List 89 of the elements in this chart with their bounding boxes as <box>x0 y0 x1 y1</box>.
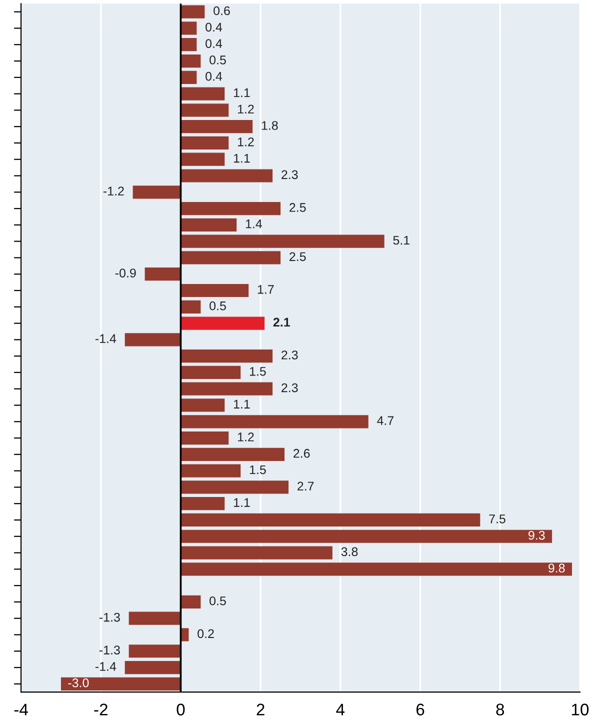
data-label: 0.4 <box>206 22 222 32</box>
bar <box>180 152 225 166</box>
data-label: 2.6 <box>294 448 310 458</box>
data-label: 1.1 <box>234 498 250 507</box>
bar <box>180 316 265 330</box>
data-label: 9.8 <box>548 564 565 573</box>
bar <box>180 480 289 494</box>
bar <box>180 398 225 412</box>
bar <box>180 464 241 478</box>
data-label: 1.2 <box>238 432 254 442</box>
data-label: 1.5 <box>250 465 266 474</box>
data-label: -1.3 <box>99 646 120 654</box>
data-label: 3.8 <box>341 547 358 556</box>
x-tick-label: 10 <box>572 704 589 716</box>
bar <box>180 38 197 52</box>
bar <box>180 530 552 543</box>
bar <box>180 382 273 396</box>
bar <box>180 497 225 510</box>
data-label: 4.7 <box>377 416 394 425</box>
bar <box>180 595 201 609</box>
bar <box>128 644 181 658</box>
data-label: -0.9 <box>115 268 136 278</box>
data-label: -1.3 <box>99 612 120 622</box>
bar <box>180 251 281 264</box>
bar <box>180 120 253 134</box>
data-label: 2.5 <box>290 203 306 212</box>
bar <box>180 54 201 68</box>
bar <box>180 415 368 428</box>
bar <box>180 22 197 35</box>
data-label: 0.5 <box>210 596 226 606</box>
data-label: 1.1 <box>234 400 250 408</box>
x-tick-label: 8 <box>496 704 504 716</box>
data-label: 1.1 <box>234 88 250 98</box>
bar <box>180 70 197 84</box>
x-tick-label: 2 <box>256 704 264 716</box>
data-label: -3.0 <box>68 678 89 688</box>
data-label: 1.7 <box>258 285 274 294</box>
bar <box>60 677 181 690</box>
data-label: -1.2 <box>103 186 124 196</box>
bar <box>180 448 285 461</box>
x-tick-label: -2 <box>94 704 108 716</box>
bar <box>124 333 181 346</box>
bar <box>132 186 181 199</box>
data-label: 0.2 <box>198 629 214 638</box>
data-label: 9.3 <box>528 530 545 540</box>
data-label: 2.1 <box>273 318 290 327</box>
bar <box>180 513 480 527</box>
x-tick-label: 0 <box>176 704 185 716</box>
x-tick-label: -4 <box>14 704 28 716</box>
data-label: 0.4 <box>206 72 222 81</box>
data-label: -1.4 <box>95 662 116 671</box>
bar <box>180 136 229 150</box>
bar <box>180 350 273 363</box>
data-label: 2.5 <box>290 252 306 262</box>
bar <box>144 268 181 281</box>
bar <box>180 284 249 298</box>
bar <box>180 234 384 248</box>
data-label: 1.2 <box>238 104 254 114</box>
bar <box>180 202 281 216</box>
bar <box>180 104 229 117</box>
bar <box>180 366 241 380</box>
data-label: 2.7 <box>298 482 314 490</box>
x-tick-label: 4 <box>336 704 345 716</box>
data-label: 1.5 <box>250 367 266 376</box>
data-label: 0.4 <box>206 39 222 48</box>
data-label: 1.1 <box>234 154 250 163</box>
data-label: 0.5 <box>210 301 226 310</box>
bar <box>180 87 225 100</box>
data-label: 0.5 <box>210 56 226 64</box>
data-label: 5.1 <box>393 236 410 245</box>
data-label: 7.5 <box>489 514 506 524</box>
bar <box>180 546 332 560</box>
bar <box>180 562 572 576</box>
bar <box>128 612 181 625</box>
bar <box>180 5 205 18</box>
data-label: 2.3 <box>282 350 298 360</box>
bar <box>124 660 181 674</box>
bar <box>180 169 273 182</box>
data-label: -1.4 <box>95 334 116 343</box>
data-label: 1.4 <box>246 220 262 228</box>
bar <box>180 300 201 314</box>
data-label: 1.2 <box>238 137 254 146</box>
x-tick-label: 6 <box>416 704 424 716</box>
bar <box>180 218 237 232</box>
bar <box>180 431 229 445</box>
data-label: 2.3 <box>282 383 298 392</box>
data-label: 2.3 <box>282 170 298 180</box>
data-label: 0.6 <box>214 6 230 16</box>
data-label: 1.8 <box>262 121 278 130</box>
